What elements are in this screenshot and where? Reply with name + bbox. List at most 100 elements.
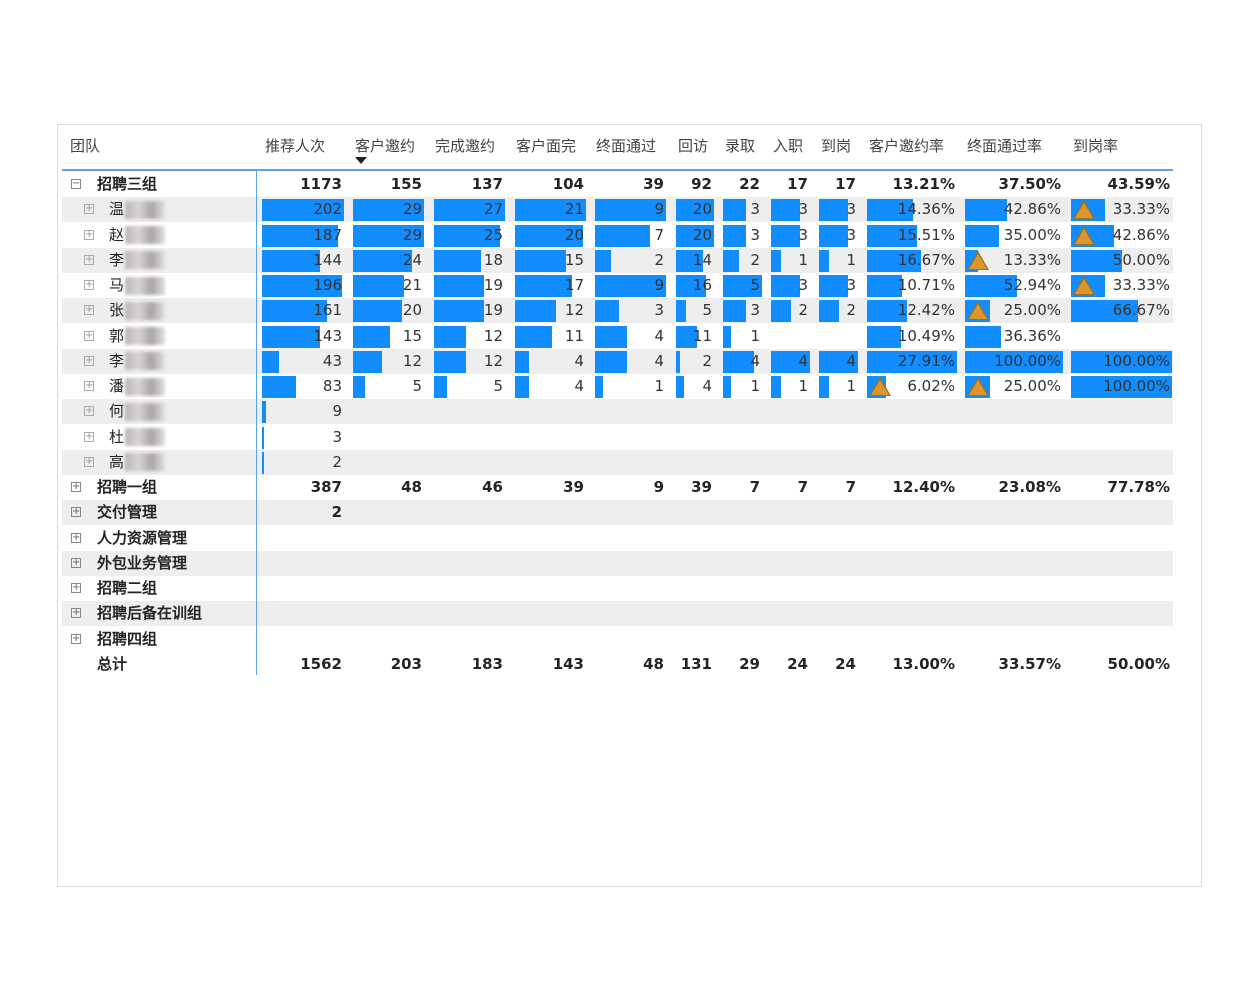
value-cell[interactable]: 3 (771, 274, 810, 297)
row-header[interactable]: 招聘一组 (97, 475, 157, 500)
value-cell[interactable]: 24 (819, 653, 858, 676)
value-cell[interactable]: 39 (515, 476, 586, 499)
value-cell[interactable]: 33.33% (1071, 198, 1172, 222)
value-cell[interactable]: 7 (819, 476, 858, 499)
value-cell[interactable]: 3 (771, 198, 810, 222)
group-row[interactable]: + 外包业务管理 (62, 550, 1173, 576)
row-header[interactable]: 郭 (109, 324, 166, 349)
value-cell[interactable]: 50.00% (1071, 249, 1172, 272)
value-cell[interactable]: 27.91% (867, 350, 957, 373)
value-cell[interactable]: 387 (262, 476, 344, 499)
value-cell[interactable]: 33.57% (965, 653, 1063, 676)
value-cell[interactable]: 24 (771, 653, 810, 676)
value-cell[interactable]: 39 (676, 476, 714, 499)
value-cell[interactable]: 4 (595, 325, 666, 348)
value-cell[interactable]: 11 (676, 325, 714, 348)
value-cell[interactable]: 15 (353, 325, 424, 348)
row-header[interactable]: 张 (109, 298, 166, 323)
value-cell[interactable]: 5 (676, 299, 714, 323)
value-cell[interactable]: 3 (819, 198, 858, 222)
expand-icon[interactable]: + (71, 607, 81, 619)
member-row[interactable]: + 郭 143 15 12 11 4 11 1 10.49% 36.36% (62, 324, 1173, 349)
value-cell[interactable]: 7 (771, 476, 810, 499)
value-cell[interactable]: 3 (771, 224, 810, 247)
expand-icon[interactable]: + (84, 354, 94, 366)
value-cell[interactable]: 46 (434, 476, 505, 499)
value-cell[interactable]: 16.67% (867, 249, 957, 272)
value-cell[interactable]: 7 (595, 224, 666, 247)
expand-icon[interactable]: + (84, 304, 94, 316)
value-cell[interactable]: 1 (819, 249, 858, 272)
value-cell[interactable]: 29 (723, 653, 762, 676)
value-cell[interactable]: 6.02% (867, 375, 957, 398)
value-cell[interactable]: 155 (353, 173, 424, 196)
value-cell[interactable]: 1 (723, 375, 762, 398)
row-header[interactable]: 赵 (109, 223, 166, 248)
value-cell[interactable]: 20 (676, 224, 714, 247)
value-cell[interactable]: 196 (262, 274, 344, 297)
row-header[interactable]: 招聘二组 (97, 576, 157, 601)
value-cell[interactable]: 1 (595, 375, 666, 398)
value-cell[interactable]: 20 (676, 198, 714, 222)
value-cell[interactable]: 9 (262, 400, 344, 424)
value-cell[interactable]: 161 (262, 299, 344, 323)
value-cell[interactable]: 2 (676, 350, 714, 373)
value-cell[interactable]: 183 (434, 653, 505, 676)
value-cell[interactable]: 48 (353, 476, 424, 499)
value-cell[interactable]: 5 (353, 375, 424, 398)
value-cell[interactable]: 2 (819, 299, 858, 323)
value-cell[interactable]: 2 (771, 299, 810, 323)
column-header[interactable]: 终面通过率 (967, 137, 1043, 155)
value-cell[interactable]: 2 (595, 249, 666, 272)
value-cell[interactable]: 203 (353, 653, 424, 676)
value-cell[interactable]: 19 (434, 299, 505, 323)
value-cell[interactable]: 3 (819, 224, 858, 247)
value-cell[interactable]: 66.67% (1071, 299, 1172, 323)
value-cell[interactable]: 1 (771, 249, 810, 272)
value-cell[interactable]: 35.00% (965, 224, 1063, 247)
value-cell[interactable]: 15.51% (867, 224, 957, 247)
value-cell[interactable]: 187 (262, 224, 344, 247)
member-row[interactable]: + 赵 187 29 25 20 7 20 3 3 3 15.51% 35.00% 42.86% (62, 223, 1173, 248)
value-cell[interactable]: 7 (723, 476, 762, 499)
value-cell[interactable]: 18 (434, 249, 505, 272)
row-header[interactable]: 交付管理 (97, 500, 157, 525)
value-cell[interactable]: 37.50% (965, 173, 1063, 196)
member-row[interactable]: + 李 144 24 18 15 2 14 2 1 1 16.67% 13.33% 50.00% (62, 247, 1173, 273)
total-row[interactable]: 总计 1562 203 183 143 48 131 29 24 24 13.00% 33.57% 50… (62, 652, 1173, 677)
value-cell[interactable]: 4 (723, 350, 762, 373)
value-cell[interactable]: 21 (515, 198, 586, 222)
expand-icon[interactable]: + (71, 506, 81, 518)
value-cell[interactable]: 10.71% (867, 274, 957, 297)
column-header[interactable]: 完成邀约 (435, 137, 496, 155)
value-cell[interactable]: 16 (676, 274, 714, 297)
value-cell[interactable]: 1173 (262, 173, 344, 196)
value-cell[interactable]: 13.00% (867, 653, 957, 676)
value-cell[interactable]: 3 (723, 224, 762, 247)
value-cell[interactable]: 12 (434, 325, 505, 348)
expand-icon[interactable]: + (71, 632, 81, 644)
value-cell[interactable]: 25.00% (965, 375, 1063, 398)
value-cell[interactable]: 12 (434, 350, 505, 373)
value-cell[interactable]: 3 (819, 274, 858, 297)
member-row[interactable]: + 何 9 (62, 399, 1173, 425)
header-team[interactable]: 团队 (70, 137, 101, 155)
value-cell[interactable]: 2 (723, 249, 762, 272)
value-cell[interactable]: 131 (676, 653, 714, 676)
value-cell[interactable]: 20 (515, 224, 586, 247)
value-cell[interactable]: 15 (515, 249, 586, 272)
member-row[interactable]: + 张 161 20 19 12 3 5 3 2 2 12.42% 25.00% 66.67% (62, 298, 1173, 324)
value-cell[interactable]: 100.00% (965, 350, 1063, 373)
group-row[interactable]: + 招聘一组 387 48 46 39 9 39 7 7 7 12.40% 23.08% 77.78% (62, 475, 1173, 500)
value-cell[interactable]: 92 (676, 173, 714, 196)
value-cell[interactable]: 1 (771, 375, 810, 398)
value-cell[interactable]: 3 (723, 299, 762, 323)
value-cell[interactable]: 17 (771, 173, 810, 196)
value-cell[interactable]: 1 (819, 375, 858, 398)
value-cell[interactable]: 4 (595, 350, 666, 373)
group-row[interactable]: + 人力资源管理 (62, 526, 1173, 551)
row-header[interactable]: 李 (109, 248, 166, 273)
value-cell[interactable]: 2 (262, 501, 344, 524)
value-cell[interactable]: 29 (353, 224, 424, 247)
value-cell[interactable]: 29 (353, 198, 424, 222)
